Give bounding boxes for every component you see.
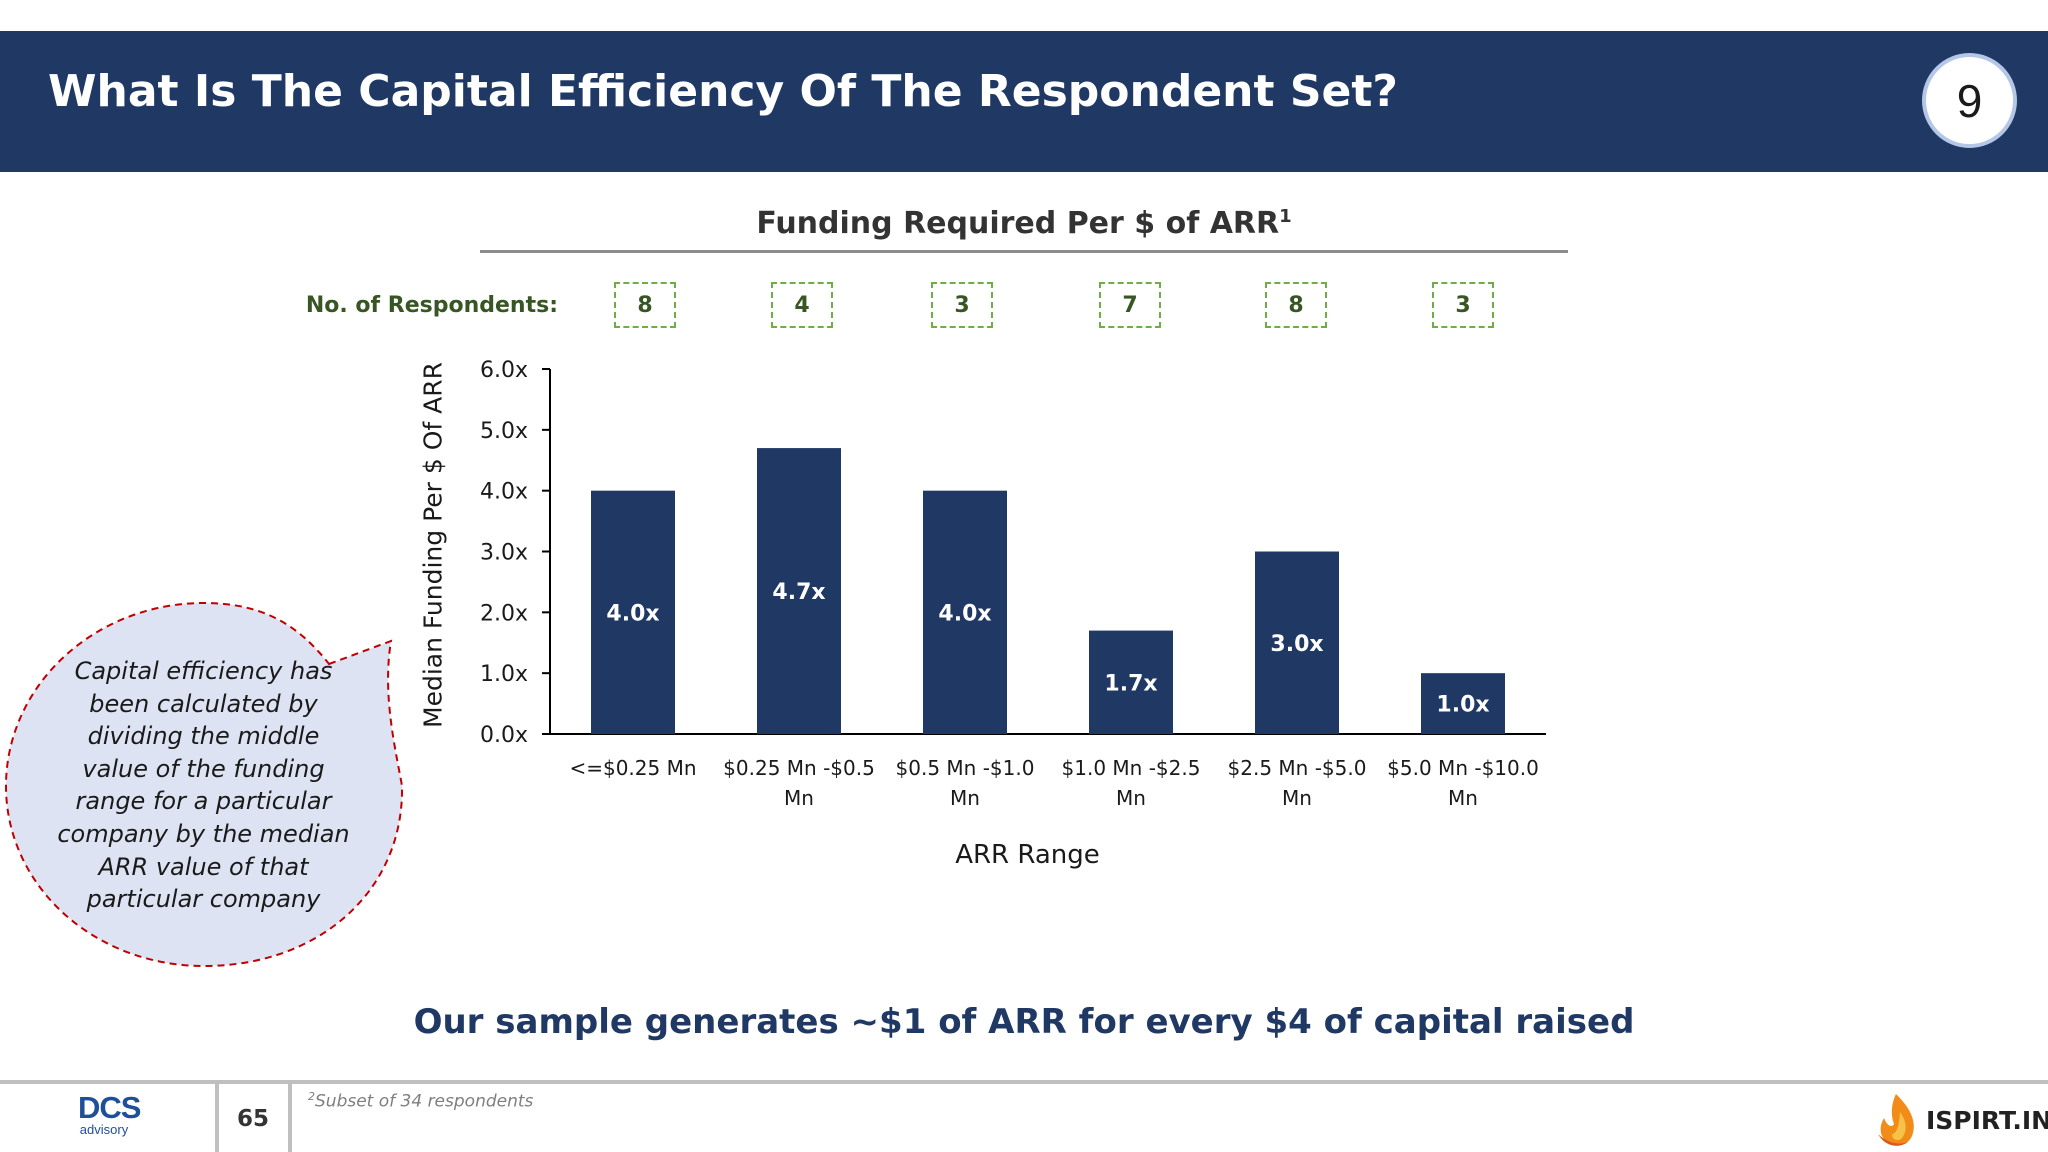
x-tick-label: $0.5 Mn -$1.0: [896, 756, 1035, 780]
ispirt-logo: ISPIRT.IN: [1870, 1088, 2048, 1152]
chart-title-text: Funding Required Per $ of ARR: [756, 206, 1280, 241]
bar-value-label: 4.7x: [772, 580, 825, 605]
bar: [923, 490, 1007, 734]
respondent-count: 3: [931, 282, 993, 328]
footer-divider: [288, 1084, 292, 1152]
chart-title-rule: [480, 250, 1568, 253]
y-tick-label: 4.0x: [480, 480, 528, 505]
respondent-count: 7: [1099, 282, 1161, 328]
footnote-mark: 2: [308, 1090, 315, 1103]
respondent-count: 8: [614, 282, 676, 328]
y-tick-label: 0.0x: [480, 723, 528, 748]
y-tick-label: 2.0x: [480, 601, 528, 626]
x-tick-label: Mn: [950, 786, 980, 810]
key-takeaway: Our sample generates ~$1 of ARR for ever…: [413, 1002, 1635, 1042]
respondent-count: 3: [1432, 282, 1494, 328]
respondent-count: 4: [771, 282, 833, 328]
dcs-advisory-logo: DCS advisory: [78, 1090, 141, 1137]
page-badge: 9: [1922, 53, 2017, 148]
y-tick-label: 3.0x: [480, 541, 528, 566]
callout-text: Capital efficiency has been calculated b…: [57, 657, 350, 914]
x-axis-title: ARR Range: [955, 840, 1100, 870]
respondent-count: 8: [1265, 282, 1327, 328]
x-tick-label: $0.25 Mn -$0.5: [723, 756, 875, 780]
page-title: What Is The Capital Efficiency Of The Re…: [48, 66, 1398, 117]
chart-title-superscript: 1: [1279, 206, 1292, 227]
partner-logo-text: ISPIRT.IN: [1926, 1106, 2048, 1135]
x-tick-label: $1.0 Mn -$2.5: [1062, 756, 1201, 780]
footer-rule: [0, 1080, 2048, 1084]
x-tick-label: Mn: [1116, 786, 1146, 810]
x-tick-label: Mn: [1448, 786, 1478, 810]
x-tick-label: $5.0 Mn -$10.0: [1387, 756, 1539, 780]
bar-value-label: 1.0x: [1436, 693, 1489, 718]
respondents-label: No. of Respondents:: [305, 293, 558, 318]
footnote-text: Subset of 34 respondents: [315, 1091, 534, 1112]
y-tick-label: 5.0x: [480, 419, 528, 444]
bar-value-label: 4.0x: [938, 601, 991, 626]
header-bar: [0, 31, 2048, 172]
chart-title: Funding Required Per $ of ARR1: [480, 206, 1568, 241]
bar-value-label: 4.0x: [606, 601, 659, 626]
ispirt-flame-icon: [1878, 1094, 1914, 1146]
bar-value-label: 1.7x: [1104, 671, 1157, 696]
x-tick-label: $2.5 Mn -$5.0: [1228, 756, 1367, 780]
bar: [1421, 673, 1505, 734]
callout-bubble: [4, 601, 404, 967]
x-tick-label: <=$0.25 Mn: [569, 756, 696, 780]
x-tick-label: Mn: [784, 786, 814, 810]
bar: [591, 490, 675, 734]
bar: [757, 448, 841, 734]
footer-divider: [215, 1084, 219, 1152]
y-tick-label: 6.0x: [480, 358, 528, 383]
logo-sub-text: advisory: [79, 1122, 129, 1137]
slide-number: 65: [236, 1106, 269, 1132]
x-tick-label: Mn: [1282, 786, 1312, 810]
bar-value-label: 3.0x: [1270, 632, 1323, 657]
footnote: 2Subset of 34 respondents: [308, 1090, 533, 1112]
y-tick-label: 1.0x: [480, 662, 528, 687]
logo-main-text: DCS: [78, 1090, 141, 1125]
bar: [1255, 551, 1339, 734]
bar: [1089, 630, 1173, 734]
